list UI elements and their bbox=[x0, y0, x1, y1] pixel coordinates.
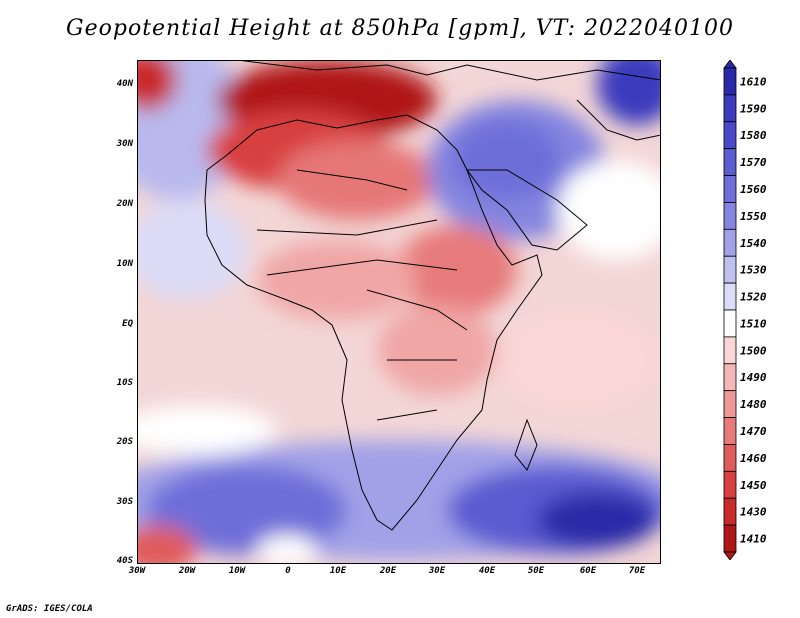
lon-label-0: 0 bbox=[285, 566, 291, 576]
colorbar-swatch bbox=[723, 175, 737, 203]
colorbar-label: 1460 bbox=[740, 452, 767, 465]
colorbar-label: 1450 bbox=[740, 479, 767, 492]
lat-label-10s: 10S bbox=[116, 378, 133, 388]
lat-label-20s: 20S bbox=[116, 437, 133, 447]
lon-label-10e: 10E bbox=[329, 566, 347, 576]
lon-label-60e: 60E bbox=[579, 566, 597, 576]
lon-label-20e: 20E bbox=[379, 566, 397, 576]
colorbar-swatch bbox=[723, 309, 737, 338]
colorbar-label: 1540 bbox=[740, 237, 767, 250]
colorbar-label: 1500 bbox=[740, 344, 767, 357]
credit-text: GrADS: IGES/COLA bbox=[6, 604, 93, 614]
colorbar-swatch bbox=[723, 148, 737, 176]
lon-label-70e: 70E bbox=[628, 566, 646, 576]
colorbar-swatch bbox=[723, 336, 737, 365]
lon-label-20w: 20W bbox=[178, 566, 196, 576]
coastlines bbox=[204, 60, 661, 531]
lat-label-eq: EQ bbox=[122, 319, 133, 329]
colorbar-swatch bbox=[723, 121, 737, 150]
colorbar-swatch bbox=[723, 363, 737, 392]
geopotential-field bbox=[137, 60, 661, 564]
colorbar-swatch bbox=[723, 524, 737, 553]
colorbar-swatch bbox=[723, 67, 737, 96]
colorbar-swatch bbox=[723, 497, 737, 526]
colorbar-swatch bbox=[723, 470, 737, 499]
lat-label-30n: 30N bbox=[116, 139, 133, 149]
colorbar-label: 1550 bbox=[740, 210, 767, 223]
colorbar-swatch bbox=[723, 282, 737, 311]
colorbar-label: 1590 bbox=[740, 102, 767, 115]
lat-label-40n: 40N bbox=[116, 79, 133, 89]
colorbar-swatch bbox=[723, 444, 737, 472]
colorbar-label: 1490 bbox=[740, 371, 767, 384]
colorbar-label: 1570 bbox=[740, 156, 767, 169]
lon-label-40e: 40E bbox=[478, 566, 496, 576]
colorbar: 1610 1590 1580 1570 1560 1550 1540 1530 1520 1510… bbox=[722, 59, 782, 561]
colorbar-label: 1410 bbox=[740, 533, 767, 546]
colorbar-label: 1560 bbox=[740, 183, 767, 196]
lon-label-30e: 30E bbox=[428, 566, 446, 576]
colorbar-label: 1480 bbox=[740, 398, 767, 411]
lat-label-20n: 20N bbox=[116, 199, 133, 209]
colorbar-label: 1430 bbox=[740, 506, 767, 519]
colorbar-swatch bbox=[723, 390, 737, 418]
lat-label-30s: 30S bbox=[116, 497, 133, 507]
colorbar-swatch bbox=[723, 417, 737, 445]
colorbar-arrow-top bbox=[723, 59, 737, 69]
colorbar-label: 1510 bbox=[740, 317, 767, 330]
lat-label-10n: 10N bbox=[116, 259, 133, 269]
colorbar-swatch bbox=[723, 202, 737, 230]
lon-label-30w: 30W bbox=[128, 566, 146, 576]
colorbar-label: 1470 bbox=[740, 425, 767, 438]
lon-label-10w: 10W bbox=[228, 566, 246, 576]
colorbar-graphic: 1610 1590 1580 1570 1560 1550 1540 1530 1520 1510… bbox=[723, 59, 767, 561]
colorbar-arrow-bottom bbox=[723, 551, 737, 561]
colorbar-label: 1580 bbox=[740, 129, 767, 142]
colorbar-label: 1610 bbox=[740, 75, 767, 88]
colorbar-label: 1520 bbox=[740, 291, 767, 304]
map-title: Geopotential Height at 850hPa [gpm], VT:… bbox=[66, 16, 734, 41]
lon-label-50e: 50E bbox=[527, 566, 545, 576]
map-plot bbox=[137, 60, 661, 564]
map-frame bbox=[137, 60, 661, 564]
lat-label-40s: 40S bbox=[116, 556, 133, 566]
colorbar-label: 1530 bbox=[740, 264, 767, 277]
colorbar-swatch bbox=[723, 228, 737, 257]
colorbar-swatch bbox=[723, 94, 737, 123]
colorbar-swatch bbox=[723, 255, 737, 284]
